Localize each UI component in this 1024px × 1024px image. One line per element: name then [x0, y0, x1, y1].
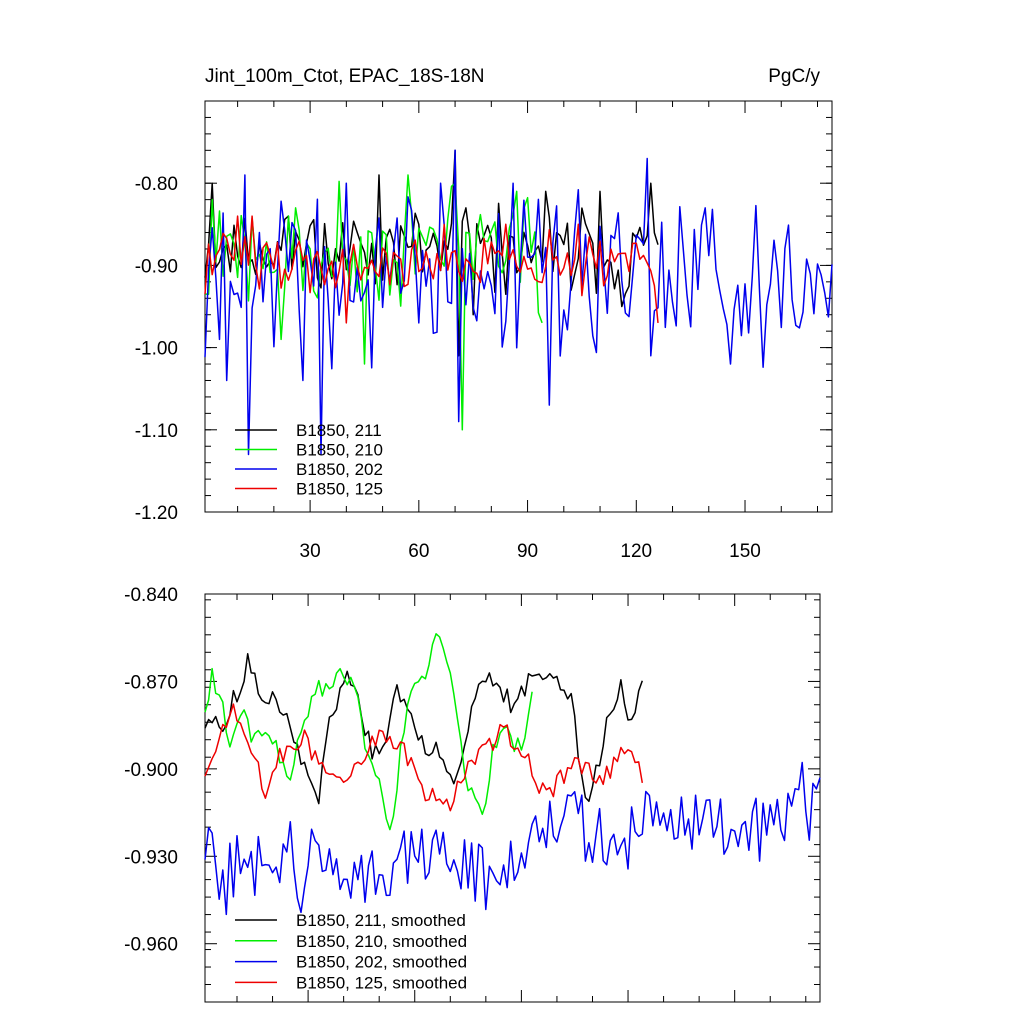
y-tick-label: -0.960	[124, 935, 178, 956]
series-line-1	[204, 653, 644, 805]
plot-frame	[204, 593, 821, 1003]
series-group	[204, 633, 821, 916]
units-label: PgC/y	[768, 66, 820, 87]
legend-label: B1850, 202	[296, 460, 383, 479]
legend-label: B1850, 211	[296, 421, 382, 440]
panel-top: Jint_100m_Ctot, EPAC_18S-18N PgC/y -1.20…	[135, 66, 833, 562]
series-line-4	[204, 215, 659, 324]
series-line-3	[204, 761, 821, 916]
y-tick-label: -0.870	[124, 672, 178, 693]
y-tick-label: -1.10	[135, 421, 178, 442]
x-tick-label: 90	[517, 541, 538, 562]
legend-label: B1850, 210	[296, 441, 383, 460]
x-tick-label: 150	[729, 541, 761, 562]
series-line-4	[204, 703, 644, 812]
axis-ticks: -0.960 -0.930 -0.900 -0.870 -0.840	[124, 585, 820, 1003]
legend-label: B1850, 125	[296, 480, 383, 499]
x-tick-label: 120	[620, 541, 652, 562]
series-line-3	[204, 149, 833, 456]
y-tick-label: -0.840	[124, 585, 178, 606]
legend-label: B1850, 202, smoothed	[296, 953, 467, 972]
series-line-1	[204, 149, 659, 357]
legend-label: B1850, 210, smoothed	[296, 932, 467, 951]
y-tick-label: -0.90	[135, 256, 178, 277]
legend-label: B1850, 125, smoothed	[296, 973, 467, 992]
x-tick-label: 60	[408, 541, 429, 562]
series-line-2	[204, 633, 533, 831]
y-tick-label: -1.20	[135, 503, 178, 524]
y-tick-label: -0.80	[135, 174, 178, 195]
legend: B1850, 211, smoothed B1850, 210, smoothed…	[235, 911, 467, 992]
legend-label: B1850, 211, smoothed	[296, 911, 466, 930]
series-group	[204, 149, 833, 456]
y-tick-label: -0.930	[124, 847, 178, 868]
panel-bottom: -0.960 -0.930 -0.900 -0.870 -0.840 B1850, 21…	[124, 585, 821, 1003]
y-tick-label: -1.00	[135, 339, 178, 360]
chart-title: Jint_100m_Ctot, EPAC_18S-18N	[205, 66, 485, 87]
y-tick-label: -0.900	[124, 760, 178, 781]
plot-frame	[204, 100, 833, 513]
x-tick-label: 30	[300, 541, 321, 562]
